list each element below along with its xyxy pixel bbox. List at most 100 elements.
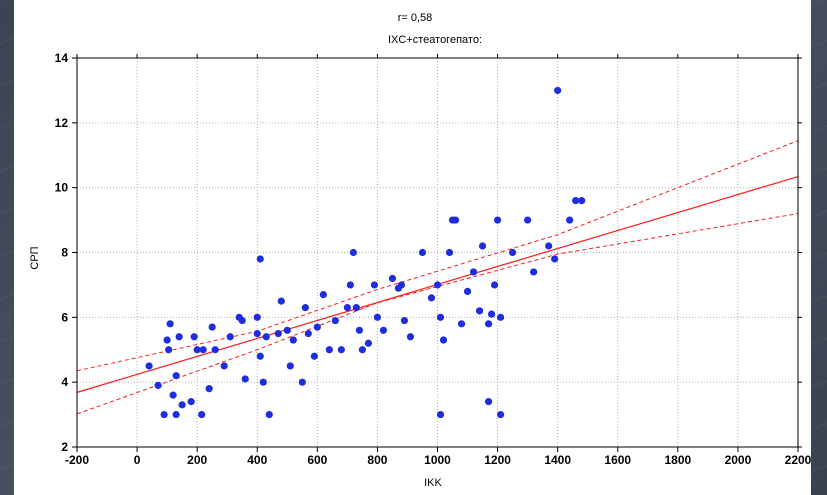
confidence-upper-line xyxy=(76,140,799,372)
data-point xyxy=(578,197,586,205)
x-tick-label: 1200 xyxy=(484,453,511,467)
data-point xyxy=(545,242,553,250)
data-point xyxy=(478,242,487,250)
chart-title: r= 0,58 xyxy=(398,12,433,24)
data-point xyxy=(551,255,559,263)
data-point xyxy=(253,313,261,321)
data-point xyxy=(463,287,472,295)
data-point xyxy=(445,248,454,257)
data-point xyxy=(406,333,415,341)
data-point xyxy=(530,268,538,276)
data-point xyxy=(172,372,180,380)
data-point xyxy=(373,313,382,321)
data-point xyxy=(484,320,493,328)
data-point xyxy=(274,329,282,338)
plot-frame xyxy=(72,54,802,452)
data-point xyxy=(509,248,517,257)
data-point xyxy=(358,346,366,354)
data-point xyxy=(166,320,174,328)
data-point xyxy=(241,375,249,383)
data-point xyxy=(238,316,246,325)
data-points xyxy=(145,86,586,419)
data-point xyxy=(154,381,162,390)
data-point xyxy=(304,329,312,338)
data-point xyxy=(199,346,207,354)
x-tick-label: 1600 xyxy=(604,453,631,467)
data-point xyxy=(451,216,460,224)
data-point xyxy=(496,410,505,419)
data-point xyxy=(319,291,327,299)
y-tick-label: 8 xyxy=(61,246,68,260)
data-point xyxy=(283,326,291,334)
data-point xyxy=(208,323,216,331)
data-point xyxy=(289,336,297,344)
data-point xyxy=(379,326,388,334)
data-point xyxy=(484,398,493,406)
x-tick-label: 0 xyxy=(134,453,141,467)
data-point xyxy=(190,333,198,341)
data-point xyxy=(524,216,532,224)
x-tick-label: 400 xyxy=(247,453,267,467)
data-point xyxy=(343,304,351,312)
data-point xyxy=(331,316,339,325)
data-point xyxy=(493,216,502,224)
tick-labels: -200 0 200 400 600 800 1000 1200 1400 1600 1800 200… xyxy=(55,51,812,467)
data-point xyxy=(349,248,357,257)
data-point xyxy=(496,313,505,321)
data-point xyxy=(163,336,171,344)
x-tick-label: 200 xyxy=(187,453,207,467)
data-point xyxy=(226,333,234,341)
y-tick-label: 2 xyxy=(61,440,68,454)
y-axis-label: СРП xyxy=(29,246,41,269)
data-point xyxy=(172,410,180,419)
data-point xyxy=(262,333,270,341)
data-point xyxy=(487,310,496,318)
x-tick-label: 1800 xyxy=(664,453,691,467)
data-point xyxy=(397,281,406,289)
data-point xyxy=(145,362,153,370)
y-tick-label: 6 xyxy=(61,310,68,324)
data-point xyxy=(259,378,267,386)
data-point xyxy=(256,352,264,360)
data-point xyxy=(313,323,321,331)
data-point xyxy=(337,346,345,354)
data-point xyxy=(364,339,373,347)
chart-subtitle: IXC+стеатогепато: xyxy=(388,34,482,46)
data-point xyxy=(211,346,219,354)
data-point xyxy=(286,362,294,370)
x-tick-label: -200 xyxy=(65,453,89,467)
data-point xyxy=(457,320,466,328)
y-tick-label: 10 xyxy=(55,181,69,195)
data-point xyxy=(355,326,363,334)
data-point xyxy=(475,307,484,315)
data-point xyxy=(554,86,562,95)
data-point xyxy=(178,401,186,409)
data-point xyxy=(169,391,177,399)
data-point xyxy=(490,281,499,289)
grid-lines xyxy=(77,58,798,447)
data-point xyxy=(325,346,333,354)
x-tick-label: 2200 xyxy=(785,453,812,467)
x-tick-label: 2000 xyxy=(725,453,752,467)
data-point xyxy=(265,410,273,419)
x-tick-label: 600 xyxy=(307,453,327,467)
data-point xyxy=(433,281,442,289)
data-point xyxy=(310,352,318,360)
x-tick-label: 1000 xyxy=(424,453,451,467)
y-tick-label: 14 xyxy=(55,51,69,65)
x-axis-label: IKK xyxy=(424,477,442,489)
data-point xyxy=(301,304,309,312)
data-point xyxy=(160,410,168,419)
data-point xyxy=(165,346,173,354)
data-point xyxy=(298,378,306,386)
x-tick-label: 1400 xyxy=(544,453,571,467)
data-point xyxy=(175,333,183,341)
data-point xyxy=(436,313,445,321)
data-point xyxy=(205,385,213,393)
data-point xyxy=(198,410,206,419)
data-point xyxy=(277,297,285,305)
y-tick-label: 12 xyxy=(55,116,69,130)
data-point xyxy=(346,281,354,289)
data-point xyxy=(566,216,574,224)
